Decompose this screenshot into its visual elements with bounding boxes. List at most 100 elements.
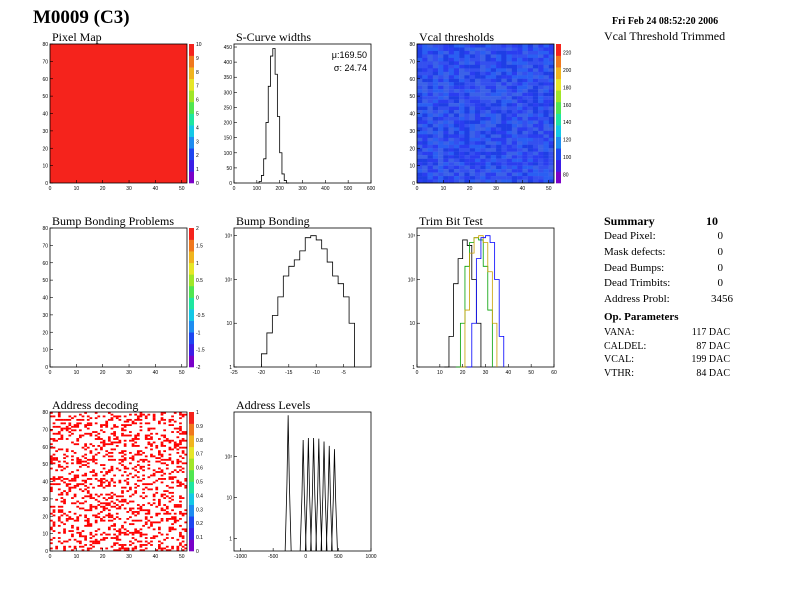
vcal-thresholds-cell xyxy=(522,176,528,180)
vcal-thresholds-cell xyxy=(422,113,428,118)
vcal-thresholds-cell xyxy=(438,68,444,72)
address-decoding-cell xyxy=(65,438,69,440)
address-decoding-cell xyxy=(57,464,61,466)
vcal-thresholds-cell xyxy=(417,123,423,128)
address-decoding-cell xyxy=(179,446,182,449)
vcal-thresholds-cell xyxy=(543,89,549,93)
vcal-thresholds-cell xyxy=(438,99,444,104)
vcal-thresholds-colorbar-segment xyxy=(556,44,561,56)
address-decoding-cell xyxy=(73,486,77,489)
address-decoding-cell xyxy=(107,533,111,536)
vcal-thresholds-cell xyxy=(538,113,544,118)
vcal-thresholds-cell xyxy=(443,155,449,159)
vcal-thresholds-cell xyxy=(522,54,528,59)
address-decoding-cell xyxy=(126,478,130,480)
pixel-map-ytick-label: 30 xyxy=(42,129,48,135)
vcal-thresholds-cell xyxy=(511,120,518,125)
vcal-thresholds-cell xyxy=(453,113,460,118)
address-decoding-cell xyxy=(68,530,72,532)
address-decoding-cell xyxy=(181,457,185,460)
vcal-thresholds-cell xyxy=(511,158,518,163)
vcal-thresholds-cell xyxy=(501,64,507,69)
address-decoding-cell xyxy=(129,434,132,437)
address-decoding-cell xyxy=(63,502,66,505)
address-decoding-cell xyxy=(136,438,140,440)
address-decoding-cell xyxy=(123,498,127,501)
vcal-thresholds-cell xyxy=(474,92,481,97)
vcal-thresholds-cell xyxy=(438,61,444,66)
address-decoding-cell xyxy=(97,479,101,482)
address-decoding-cell xyxy=(63,523,66,526)
vcal-thresholds-cell xyxy=(448,165,455,170)
address-decoding-cell xyxy=(152,415,156,418)
vcal-thresholds-cell xyxy=(459,54,465,59)
vcal-thresholds-cell xyxy=(511,78,518,83)
address-decoding-cell xyxy=(168,446,172,449)
vcal-thresholds-cell xyxy=(522,162,528,166)
address-decoding-ytick-label: 40 xyxy=(42,480,48,486)
address-decoding-cell xyxy=(123,429,127,432)
address-decoding-cell xyxy=(55,478,59,480)
vcal-thresholds-cell xyxy=(501,123,507,128)
address-decoding-cell xyxy=(63,453,66,456)
address-decoding-cell xyxy=(136,445,140,447)
address-decoding-cell xyxy=(121,434,124,437)
address-decoding-cell xyxy=(176,451,180,454)
vcal-thresholds-cell xyxy=(496,134,502,139)
vcal-thresholds-cell xyxy=(474,144,481,149)
address-decoding-cell xyxy=(150,537,153,539)
address-decoding-cell xyxy=(107,509,111,512)
vcal-thresholds-cell xyxy=(490,82,497,86)
address-decoding-cell xyxy=(63,460,66,463)
address-decoding-cell xyxy=(65,429,69,432)
vcal-thresholds-cell xyxy=(532,179,539,184)
summary-label-dead-pixel: Dead Pixel: xyxy=(604,230,656,242)
vcal-thresholds-cell xyxy=(527,71,534,76)
vcal-thresholds-cell xyxy=(438,75,444,79)
bump-bonding-problems-ytick-label: 50 xyxy=(42,278,48,284)
address-decoding-cell xyxy=(184,486,188,489)
address-decoding-cell xyxy=(113,524,116,527)
vcal-thresholds-cell xyxy=(464,130,470,135)
vcal-thresholds-cell xyxy=(459,44,465,48)
vcal-thresholds-cell xyxy=(543,158,549,163)
address-decoding-cell xyxy=(73,547,77,550)
address-decoding-cell xyxy=(158,531,161,534)
vcal-thresholds-cell xyxy=(543,151,549,156)
vcal-thresholds-cell xyxy=(469,137,476,142)
vcal-thresholds-cell xyxy=(464,99,470,104)
vcal-thresholds-cell xyxy=(538,148,544,152)
address-decoding-colorbar-segment xyxy=(189,527,194,540)
vcal-thresholds-cell xyxy=(464,89,470,93)
address-decoding-cell xyxy=(71,549,74,552)
vcal-thresholds-cell xyxy=(417,162,423,166)
vcal-thresholds-cell xyxy=(432,116,439,121)
address-decoding-cell xyxy=(76,439,80,442)
vcal-thresholds-cell xyxy=(543,71,549,76)
pixel-map-xtick-label: 10 xyxy=(74,186,80,192)
address-decoding-cell xyxy=(184,547,188,550)
summary-label-address-probl: Address Probl: xyxy=(604,293,670,305)
vcal-thresholds-cell xyxy=(517,106,523,111)
address-decoding-cell xyxy=(84,464,87,466)
vcal-thresholds-cell xyxy=(548,96,555,100)
vcal-thresholds-cell xyxy=(459,134,465,139)
address-decoding-cell xyxy=(92,445,95,447)
vcal-thresholds-cell xyxy=(474,110,481,114)
vcal-thresholds-cell xyxy=(432,64,439,69)
vcal-thresholds-cell xyxy=(532,50,539,55)
address-decoding-cell xyxy=(65,517,69,520)
address-decoding-cell xyxy=(181,535,185,538)
address-decoding-cell xyxy=(102,481,106,484)
vcal-thresholds-cell xyxy=(438,134,444,139)
vcal-thresholds-cell xyxy=(432,47,439,52)
address-decoding-cell xyxy=(129,431,132,433)
address-decoding-cell xyxy=(52,514,56,517)
address-decoding-ytick-label: 50 xyxy=(42,462,48,468)
address-decoding-cell xyxy=(65,455,69,458)
address-decoding-cell xyxy=(184,528,188,531)
vcal-thresholds-cell xyxy=(443,54,449,59)
vcal-thresholds-cell xyxy=(464,127,470,132)
address-decoding-cell xyxy=(50,528,53,531)
address-decoding-cell xyxy=(89,537,93,539)
